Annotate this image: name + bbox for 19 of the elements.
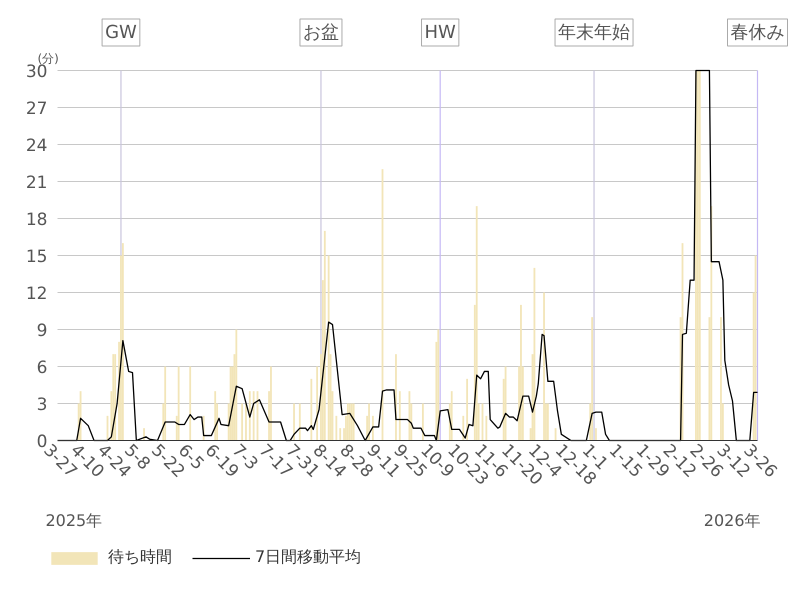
text: 2025年 (46, 511, 102, 530)
y-tick-label: 24 (26, 136, 48, 156)
ref-line-label: 春休み (730, 22, 784, 43)
ref-line-label: お盆 (302, 22, 339, 43)
y-tick-label: 18 (26, 210, 48, 230)
y-tick-label: 15 (26, 247, 48, 267)
y-tick-label: 27 (26, 99, 48, 119)
text: 2026年 (704, 511, 760, 530)
y-tick-label: 0 (36, 432, 48, 452)
ref-line-label: 年末年始 (558, 22, 630, 43)
legend-label: 待ち時間 (108, 547, 172, 568)
y-tick-label: 9 (36, 321, 48, 341)
y-tick-label: 3 (36, 395, 48, 415)
legend-label: 7日間移動平均 (255, 547, 362, 568)
ref-line-label: GW (105, 22, 138, 43)
ref-line-label: HW (424, 22, 456, 43)
y-tick-label: 12 (26, 284, 48, 304)
y-tick-label: 6 (36, 358, 48, 378)
y-tick-label: 21 (26, 173, 48, 193)
